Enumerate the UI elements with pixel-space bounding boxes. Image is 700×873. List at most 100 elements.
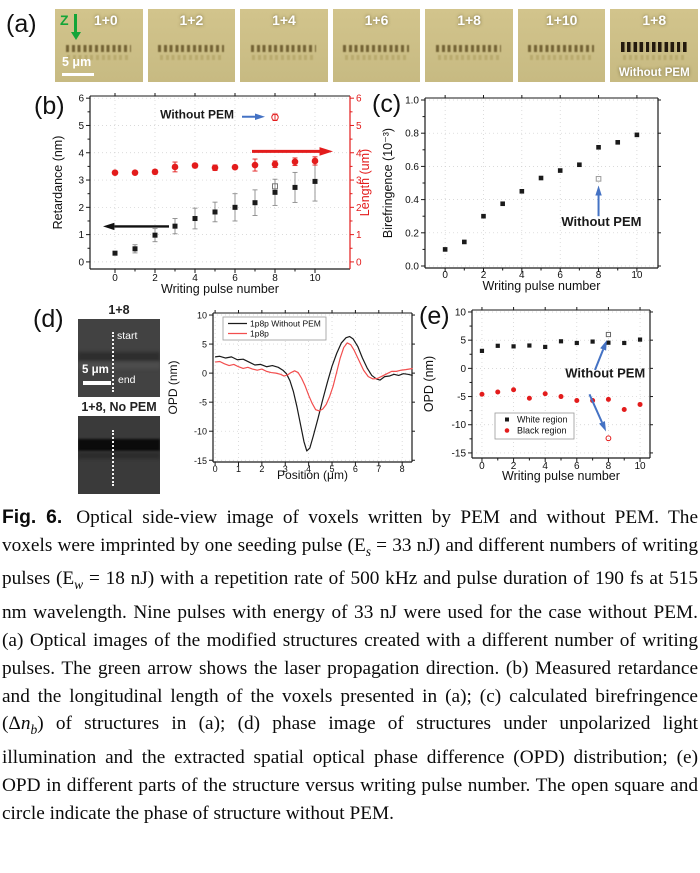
data-point bbox=[462, 239, 467, 245]
voxel-row-reflection bbox=[344, 55, 409, 60]
legend-marker bbox=[505, 417, 509, 422]
voxel-row bbox=[528, 45, 595, 52]
profile-start-label: start bbox=[117, 330, 138, 342]
x-axis-title: Writing pulse number bbox=[502, 469, 620, 483]
data-point bbox=[231, 163, 239, 171]
axis-text: 10 bbox=[309, 273, 321, 284]
data-point bbox=[519, 189, 525, 194]
tile-pulse-label: 1+0 bbox=[93, 12, 118, 28]
scale-bar-label: 5 μm bbox=[62, 55, 92, 69]
data-curve bbox=[215, 335, 413, 452]
scale-bar bbox=[62, 72, 94, 76]
x-axis-title: Position (μm) bbox=[277, 468, 348, 482]
tile-pulse-label: 1+8 bbox=[457, 12, 481, 28]
data-point bbox=[495, 389, 501, 395]
data-point bbox=[151, 168, 159, 176]
z-axis-label: Z bbox=[60, 12, 69, 28]
phase-band bbox=[78, 352, 160, 361]
data-point bbox=[606, 340, 611, 345]
annotation-arrow-head bbox=[319, 147, 333, 156]
data-point bbox=[291, 158, 299, 166]
axis-text: 2 bbox=[356, 203, 362, 214]
phase-image-no-pem bbox=[78, 416, 160, 494]
data-point bbox=[615, 140, 621, 145]
axis-text: 4 bbox=[542, 461, 548, 472]
tile-without-pem-label: Without PEM bbox=[618, 67, 690, 79]
panel-e-label: (e) bbox=[419, 302, 450, 330]
data-point bbox=[557, 168, 563, 173]
data-point bbox=[192, 216, 198, 222]
axis-text: 3 bbox=[283, 464, 288, 474]
annotation-arrow bbox=[588, 393, 603, 423]
axis-text: 7 bbox=[376, 464, 381, 474]
data-point bbox=[212, 209, 218, 215]
data-point bbox=[577, 162, 582, 168]
axis-text: 2 bbox=[259, 464, 264, 474]
data-point bbox=[527, 343, 532, 348]
voxel-row-reflection bbox=[622, 55, 686, 60]
legend-box bbox=[494, 412, 575, 440]
phase-image-title: 1+8, No PEM bbox=[81, 400, 157, 414]
phase-band bbox=[78, 439, 160, 451]
laser-direction-arrow bbox=[74, 14, 77, 33]
profile-line bbox=[112, 332, 114, 392]
profile-end-label: end bbox=[118, 374, 136, 386]
phase-image-title: 1+8 bbox=[108, 303, 130, 317]
legend-label: 1p8p Without PEM bbox=[250, 319, 321, 329]
axis-text: 1 bbox=[236, 464, 241, 474]
data-point bbox=[152, 232, 158, 238]
phase-band bbox=[78, 452, 160, 459]
micrograph-strip: 1+0 Z 5 μm 1+2 1+4 1+6 1+8 1+10 1+8 Without PEM bbox=[55, 9, 699, 82]
axis-text: -10 bbox=[194, 427, 207, 437]
data-point bbox=[311, 157, 319, 165]
data-point bbox=[574, 340, 579, 346]
y-axis-title: Retardance (nm) bbox=[51, 136, 65, 230]
panel-b-label: (b) bbox=[34, 92, 65, 120]
annotation-text: Without PEM bbox=[160, 108, 234, 122]
axis-text: -5 bbox=[199, 398, 207, 408]
data-point bbox=[442, 247, 448, 252]
axis-text: 6 bbox=[78, 94, 84, 105]
axis-text: 6 bbox=[232, 273, 238, 284]
legend-label: Black region bbox=[517, 426, 567, 436]
voxel-row bbox=[435, 45, 502, 52]
annotation-arrow-head bbox=[595, 185, 602, 196]
scale-bar bbox=[83, 381, 111, 385]
voxel-row bbox=[620, 42, 687, 52]
voxel-row-reflection bbox=[437, 55, 501, 60]
axis-text: 0.0 bbox=[405, 262, 419, 273]
figure-caption: Fig. 6. Optical side-view image of voxels… bbox=[2, 504, 698, 827]
voxel-row-reflection bbox=[159, 55, 223, 60]
data-point bbox=[211, 164, 219, 172]
y-axis-title-right: Length (um) bbox=[358, 149, 372, 216]
data-point bbox=[526, 395, 532, 401]
voxel-row-reflection bbox=[67, 55, 131, 60]
x-axis-title: Writing pulse number bbox=[161, 282, 279, 296]
scale-bar-label: 5 μm bbox=[82, 364, 109, 376]
tile-pulse-label: 1+10 bbox=[545, 12, 578, 28]
data-point bbox=[131, 169, 139, 176]
legend-box bbox=[222, 316, 327, 341]
data-point bbox=[637, 337, 643, 342]
axis-text: 10 bbox=[631, 270, 643, 281]
data-point bbox=[543, 344, 548, 350]
data-point bbox=[481, 213, 486, 219]
axis-text: 10 bbox=[455, 307, 467, 318]
voxel-row bbox=[250, 45, 317, 52]
data-point bbox=[479, 348, 485, 353]
voxel-row bbox=[343, 45, 409, 52]
axis-text: 10 bbox=[197, 311, 207, 321]
axis-text: 3 bbox=[356, 176, 362, 187]
data-point bbox=[574, 397, 580, 403]
data-point bbox=[605, 396, 611, 402]
axis-text: 4 bbox=[78, 148, 84, 159]
data-point bbox=[252, 200, 258, 206]
data-point bbox=[511, 344, 516, 349]
axis-text: 8 bbox=[606, 461, 612, 472]
tile-pulse-label: 1+4 bbox=[272, 12, 296, 28]
axis-text: 0 bbox=[213, 464, 218, 474]
annotation-arrow bbox=[594, 349, 605, 371]
axis-text: 2 bbox=[481, 270, 487, 281]
